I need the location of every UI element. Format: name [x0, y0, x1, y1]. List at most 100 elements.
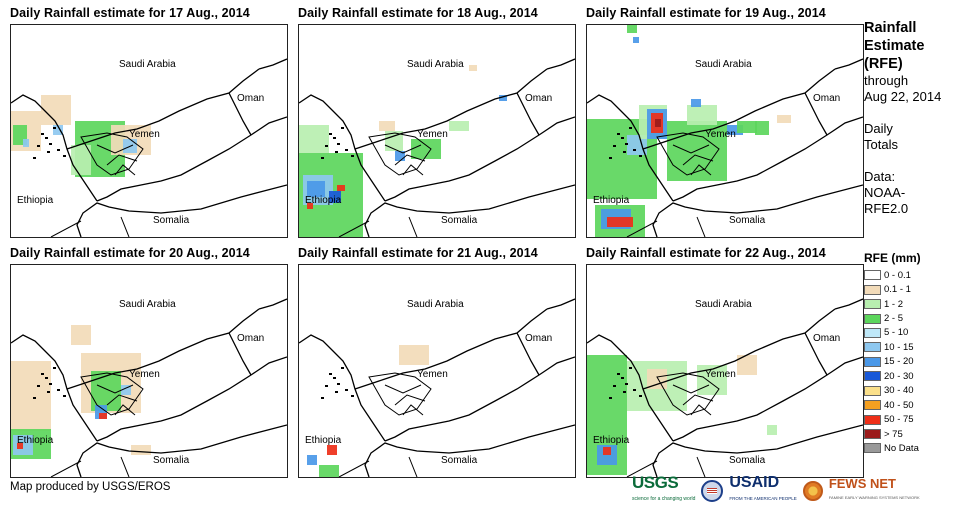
rainfall-map: Saudi Arabia Oman Yemen Ethiopia Somalia: [10, 264, 288, 478]
sidebar-totals: Totals: [864, 137, 898, 152]
legend-item: No Data: [864, 441, 919, 455]
legend-swatch: [864, 284, 881, 295]
legend-item: 20 - 30: [864, 369, 919, 383]
legend-swatch: [864, 342, 881, 353]
rain-patch: [697, 365, 727, 395]
rain-patch: [655, 119, 661, 127]
usgs-wordmark: USGS: [632, 473, 679, 492]
legend-swatch: [864, 299, 881, 310]
usgs-logo: USGS science for a changing world: [632, 473, 696, 507]
map-label-saudi: Saudi Arabia: [407, 59, 464, 70]
rain-patch: [299, 125, 329, 153]
map-label-ethiopia: Ethiopia: [305, 435, 342, 446]
rain-patch: [633, 37, 639, 43]
sidebar-date: Aug 22, 2014: [864, 89, 942, 104]
rainfall-map: Saudi Arabia Oman Yemen Ethiopia Somalia: [586, 24, 864, 238]
legend-label: 15 - 20: [884, 356, 914, 368]
map-label-oman: Oman: [525, 333, 552, 344]
map-label-somalia: Somalia: [441, 215, 478, 226]
rain-patch: [131, 445, 151, 455]
map-label-yemen: Yemen: [705, 369, 736, 380]
map-label-ethiopia: Ethiopia: [17, 195, 54, 206]
rain-patch: [603, 447, 611, 455]
legend-label: 20 - 30: [884, 370, 914, 382]
sidebar-title-3: (RFE): [864, 56, 903, 72]
sidebar-daily: Daily: [864, 121, 893, 136]
map-label-somalia: Somalia: [153, 455, 190, 466]
legend-label: 40 - 50: [884, 399, 914, 411]
legend-swatch: [864, 385, 881, 396]
rain-patch: [337, 185, 345, 191]
rainfall-map: Saudi Arabia Oman Yemen Ethiopia Somalia: [10, 24, 288, 238]
rain-patch: [411, 139, 441, 159]
rain-patch: [627, 135, 647, 155]
legend-item: 15 - 20: [864, 355, 919, 369]
map-label-yemen: Yemen: [129, 369, 160, 380]
rain-patch: [755, 121, 769, 135]
fews-globe-icon: [802, 481, 823, 501]
map-label-yemen: Yemen: [417, 369, 448, 380]
sidebar-title-1: Rainfall: [864, 20, 917, 36]
legend-swatch: [864, 414, 881, 425]
map-label-saudi: Saudi Arabia: [695, 299, 752, 310]
rain-patch: [379, 121, 395, 131]
rain-patch: [385, 131, 403, 151]
rain-patch: [449, 121, 469, 131]
map-label-somalia: Somalia: [729, 215, 766, 226]
legend-item: 0.1 - 1: [864, 282, 919, 296]
usgs-tagline: science for a changing world: [632, 496, 696, 502]
usaid-logo: USAID FROM THE AMERICAN PEOPLE: [729, 475, 796, 507]
rain-patch: [91, 371, 121, 411]
panel-title: Daily Rainfall estimate for 21 Aug., 201…: [298, 246, 538, 260]
legend-item: 50 - 75: [864, 412, 919, 426]
map-label-oman: Oman: [813, 333, 840, 344]
rain-patch: [691, 99, 701, 107]
map-label-saudi: Saudi Arabia: [695, 59, 752, 70]
rain-patch: [727, 125, 743, 135]
legend-title: RFE (mm): [864, 251, 921, 265]
map-label-ethiopia: Ethiopia: [593, 435, 630, 446]
sidebar-data-label: Data:: [864, 169, 896, 184]
legend-swatch: [864, 371, 881, 382]
legend-item: 5 - 10: [864, 326, 919, 340]
rain-patch: [647, 369, 667, 389]
rain-patch: [17, 443, 23, 449]
logo-strip: USGS science for a changing world USAID …: [632, 473, 920, 507]
credit-text: Map produced by USGS/EROS: [10, 481, 171, 493]
map-label-ethiopia: Ethiopia: [17, 435, 54, 446]
legend-label: 10 - 15: [884, 341, 914, 353]
rain-patch: [737, 355, 757, 375]
legend-label: 0 - 0.1: [884, 269, 911, 281]
map-label-saudi: Saudi Arabia: [119, 299, 176, 310]
legend-item: 1 - 2: [864, 297, 919, 311]
legend-swatch: [864, 327, 881, 338]
sidebar-title-2: Estimate: [864, 38, 925, 54]
legend-label: 5 - 10: [884, 327, 909, 339]
rain-patch: [627, 25, 637, 33]
map-label-somalia: Somalia: [729, 455, 766, 466]
map-label-saudi: Saudi Arabia: [407, 299, 464, 310]
sidebar-data-src1: NOAA-: [864, 185, 906, 200]
panel-title: Daily Rainfall estimate for 18 Aug., 201…: [298, 6, 538, 20]
legend-item: 0 - 0.1: [864, 268, 919, 282]
rain-patch: [399, 345, 429, 365]
legend-label: 50 - 75: [884, 414, 914, 426]
rain-patch: [71, 325, 91, 345]
panel-title: Daily Rainfall estimate for 17 Aug., 201…: [10, 6, 250, 20]
rain-patch: [327, 445, 337, 455]
legend-item: 2 - 5: [864, 311, 919, 325]
map-label-yemen: Yemen: [129, 129, 160, 140]
legend-label: 0.1 - 1: [884, 284, 911, 296]
rain-patch: [53, 125, 63, 135]
rain-patch: [395, 151, 405, 161]
rain-patch: [307, 455, 317, 465]
legend-item: > 75: [864, 427, 919, 441]
rainfall-map: Saudi Arabia Oman Yemen Ethiopia Somalia: [298, 24, 576, 238]
fews-logo: FEWS NET FAMINE EARLY WARNING SYSTEMS NE…: [829, 477, 920, 505]
legend-label: > 75: [884, 428, 903, 440]
rain-patch: [121, 385, 131, 395]
rain-patch: [41, 95, 71, 125]
map-label-yemen: Yemen: [417, 129, 448, 140]
map-label-saudi: Saudi Arabia: [119, 59, 176, 70]
rain-patch: [777, 115, 791, 123]
